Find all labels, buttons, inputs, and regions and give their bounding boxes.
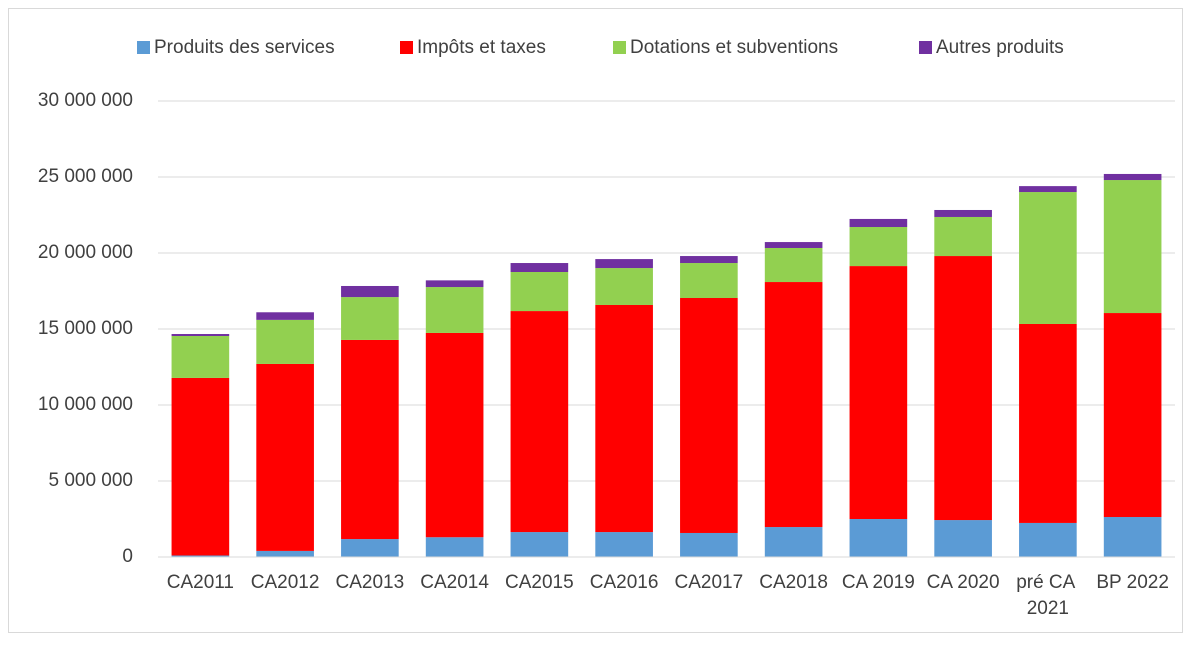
bar-segment bbox=[341, 539, 399, 557]
bar-segment bbox=[680, 263, 738, 298]
bar-segment bbox=[849, 218, 908, 228]
x-tick-label: CA 2020 bbox=[927, 572, 1000, 593]
bar-segment bbox=[849, 519, 908, 557]
y-tick-label: 0 bbox=[122, 546, 133, 567]
legend-swatch bbox=[400, 41, 413, 54]
bar-segment bbox=[256, 363, 314, 551]
x-tick-label: pré CA 2021 bbox=[1016, 572, 1079, 619]
x-tick-line: pré CA bbox=[1016, 572, 1079, 593]
bar-segment bbox=[256, 319, 314, 364]
bar-segment bbox=[764, 527, 823, 557]
bar-segment bbox=[1019, 323, 1077, 523]
bar-segment bbox=[171, 377, 230, 556]
bar-segment bbox=[425, 537, 484, 557]
y-tick-label: 10 000 000 bbox=[38, 394, 133, 415]
legend-swatch bbox=[613, 41, 626, 54]
bar-segment bbox=[1019, 192, 1077, 324]
bar-segment bbox=[341, 285, 399, 298]
y-tick-label: 20 000 000 bbox=[38, 242, 133, 263]
bar-segment bbox=[680, 297, 738, 533]
y-tick-label: 25 000 000 bbox=[38, 166, 133, 187]
bar-segment bbox=[595, 259, 653, 269]
bar-segment bbox=[256, 312, 314, 320]
bar-segment bbox=[425, 280, 484, 288]
bar-segment bbox=[1103, 180, 1162, 314]
legend-swatch bbox=[137, 41, 150, 54]
bar-segment bbox=[171, 335, 230, 378]
legend-label: Dotations et subventions bbox=[630, 37, 838, 58]
bar-segment bbox=[934, 256, 992, 521]
x-tick-label: CA2015 bbox=[505, 572, 574, 593]
bar-segment bbox=[425, 287, 484, 333]
x-tick-label: BP 2022 bbox=[1096, 572, 1169, 593]
bar-segment bbox=[1103, 313, 1162, 518]
bar-segment bbox=[934, 209, 992, 217]
bar-segment bbox=[510, 311, 569, 533]
x-tick-label: CA 2019 bbox=[842, 572, 915, 593]
bar-segment bbox=[934, 216, 992, 257]
bar-segment bbox=[764, 247, 823, 283]
bar-segment bbox=[764, 242, 823, 248]
bar-segment bbox=[341, 297, 399, 340]
bar-segment bbox=[341, 339, 399, 540]
x-tick-label: CA2011 bbox=[167, 572, 234, 593]
x-tick-label: CA2018 bbox=[759, 572, 828, 593]
x-tick-label: CA2014 bbox=[420, 572, 489, 593]
y-tick-label: 30 000 000 bbox=[38, 90, 133, 111]
bar-segment bbox=[680, 256, 738, 264]
x-tick-line: 2021 bbox=[1027, 598, 1069, 619]
bar-segment bbox=[595, 304, 653, 533]
bar-segment bbox=[1019, 186, 1077, 193]
x-tick-label: CA2012 bbox=[251, 572, 320, 593]
bar-segment bbox=[1103, 517, 1162, 557]
bar-segment bbox=[171, 334, 230, 336]
legend-label: Produits des services bbox=[154, 37, 335, 58]
bar-segment bbox=[595, 532, 653, 557]
bar-segment bbox=[425, 332, 484, 538]
bar-segment bbox=[1103, 173, 1162, 181]
legend-swatch bbox=[919, 41, 932, 54]
bar-segment bbox=[934, 520, 992, 557]
legend-label: Impôts et taxes bbox=[417, 37, 546, 58]
x-tick-label: CA2017 bbox=[675, 572, 744, 593]
bar-segment bbox=[1019, 522, 1077, 557]
bar-segment bbox=[849, 227, 908, 267]
y-tick-label: 15 000 000 bbox=[38, 318, 133, 339]
bar-segment bbox=[510, 263, 569, 272]
bar-segment bbox=[510, 272, 569, 312]
x-tick-label: CA2016 bbox=[590, 572, 659, 593]
bar-segment bbox=[595, 268, 653, 305]
bar-segment bbox=[256, 550, 314, 557]
bar-segment bbox=[680, 532, 738, 557]
bar-segment bbox=[764, 282, 823, 528]
bar-segment bbox=[510, 532, 569, 557]
x-tick-label: CA2013 bbox=[336, 572, 405, 593]
bar-segment bbox=[171, 555, 230, 557]
y-tick-label: 5 000 000 bbox=[48, 470, 133, 491]
bar-segment bbox=[849, 266, 908, 519]
legend-label: Autres produits bbox=[936, 37, 1064, 58]
